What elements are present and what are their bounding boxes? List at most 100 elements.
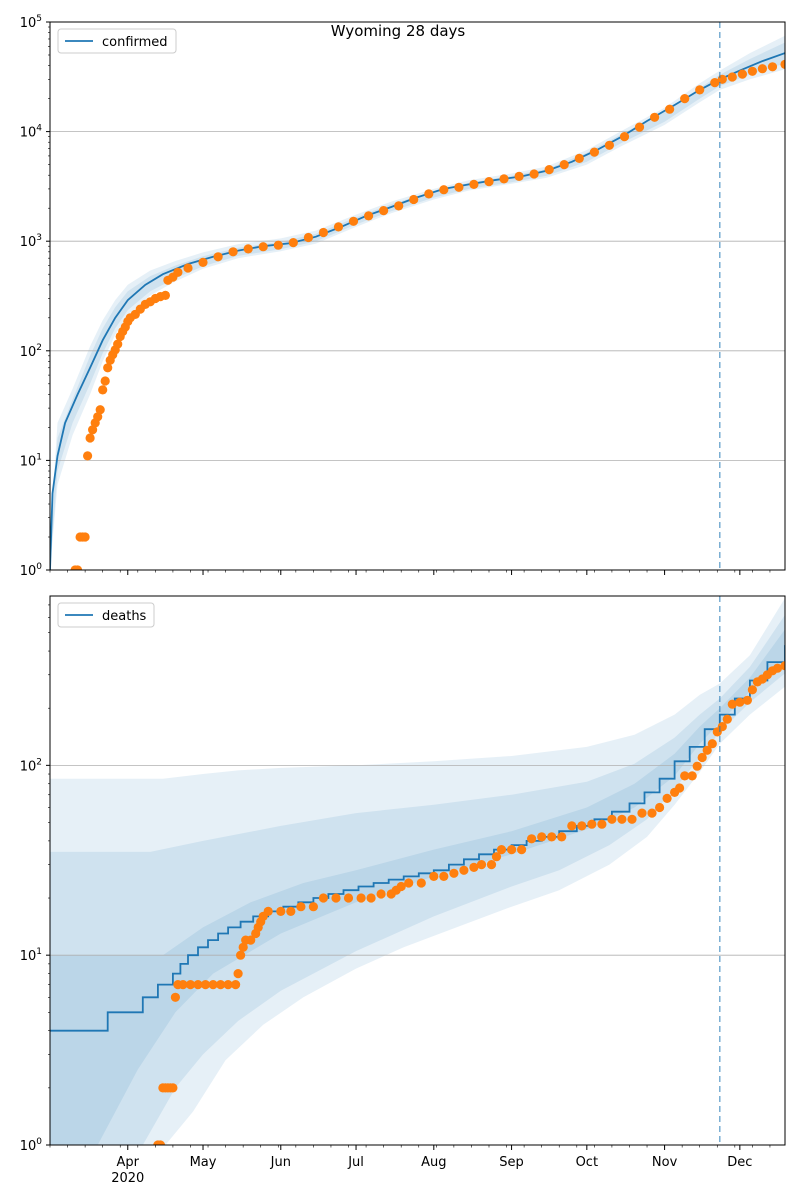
observed-point — [366, 893, 376, 903]
observed-point — [454, 182, 464, 192]
observed-point — [695, 85, 705, 95]
observed-point — [424, 189, 434, 199]
observed-point — [208, 980, 218, 990]
observed-point — [727, 699, 737, 709]
observed-point — [88, 425, 98, 435]
figure-title: Wyoming 28 days — [331, 22, 466, 40]
observed-point — [303, 232, 313, 243]
observed-point — [83, 451, 93, 461]
x-tick-label: Apr — [117, 1155, 140, 1170]
observed-point — [527, 834, 537, 844]
observed-point — [574, 153, 584, 163]
observed-point — [567, 821, 577, 831]
uncertainty-band — [50, 614, 785, 1145]
observed-point — [409, 194, 419, 205]
observed-point — [722, 714, 732, 724]
observed-point — [780, 59, 785, 69]
observed-point — [577, 821, 587, 831]
plot-area — [50, 22, 785, 570]
uncertainty-band — [50, 629, 785, 1145]
observed-point — [376, 889, 386, 899]
observed-point — [544, 165, 554, 175]
observed-point — [93, 412, 103, 422]
observed-point — [737, 69, 748, 79]
observed-point — [496, 845, 507, 855]
x-tick-label: Dec — [727, 1155, 752, 1170]
axes-frame — [49, 21, 786, 571]
observed-point — [757, 64, 768, 74]
observed-point — [394, 201, 404, 211]
observed-point — [772, 663, 783, 673]
observed-point — [514, 171, 524, 181]
x-tick-label: Aug — [421, 1155, 446, 1170]
legend-label: deaths — [102, 609, 147, 624]
x-tick-label: Jul — [347, 1155, 364, 1170]
observed-point — [429, 871, 439, 882]
observed-point — [333, 222, 344, 232]
axes-frame — [49, 595, 786, 1146]
observed-point — [469, 179, 479, 189]
observed-point — [356, 893, 366, 903]
x-tick-label: Jun — [270, 1155, 291, 1170]
observed-point — [318, 893, 328, 903]
observed-point — [198, 257, 208, 267]
observed-point — [308, 902, 318, 912]
observed-point — [95, 405, 105, 415]
observed-point — [680, 94, 690, 104]
observed-point — [680, 771, 690, 781]
observed-point — [233, 969, 243, 979]
observed-point — [439, 871, 449, 882]
observed-point — [650, 112, 660, 122]
observed-point — [604, 140, 615, 150]
observed-point — [637, 808, 647, 818]
observed-point — [655, 802, 665, 813]
observed-point — [236, 950, 246, 960]
observed-point — [742, 695, 753, 705]
observed-point — [103, 363, 113, 373]
uncertainty-band — [50, 35, 785, 570]
observed-point — [113, 339, 123, 349]
observed-point — [396, 881, 406, 892]
observed-point — [200, 980, 211, 990]
observed-point — [243, 244, 253, 254]
observed-point — [404, 878, 414, 888]
observed-point — [634, 122, 645, 132]
observed-point — [213, 252, 223, 262]
observed-point — [619, 132, 630, 142]
observed-point — [476, 860, 487, 870]
observed-point — [557, 832, 567, 842]
observed-point — [589, 147, 600, 157]
observed-point — [216, 980, 226, 990]
observed-point — [547, 832, 557, 842]
observed-point — [702, 745, 712, 755]
observed-point — [185, 980, 196, 990]
observed-point — [160, 290, 170, 300]
observed-point — [85, 433, 95, 443]
observed-point — [735, 697, 745, 707]
observed-point — [692, 761, 702, 771]
observed-point — [747, 66, 758, 76]
observed-point — [459, 865, 469, 875]
observed-point — [379, 206, 389, 216]
observed-point — [80, 532, 90, 542]
x-tick-sublabel: 2020 — [111, 1171, 144, 1186]
observed-point — [491, 852, 502, 862]
observed-point — [780, 661, 785, 671]
observed-point — [607, 814, 617, 824]
observed-point — [73, 565, 83, 570]
observed-point — [348, 216, 359, 226]
observed-point — [439, 185, 449, 195]
observed-point — [178, 980, 188, 990]
observed-point — [587, 819, 597, 829]
x-tick-label: Sep — [499, 1155, 524, 1170]
observed-point — [231, 980, 241, 990]
model-line — [50, 645, 785, 1032]
x-tick-label: Oct — [576, 1155, 598, 1170]
observed-point — [647, 808, 657, 818]
observed-point — [228, 247, 238, 257]
observed-point — [675, 783, 685, 793]
observed-point — [517, 845, 527, 855]
